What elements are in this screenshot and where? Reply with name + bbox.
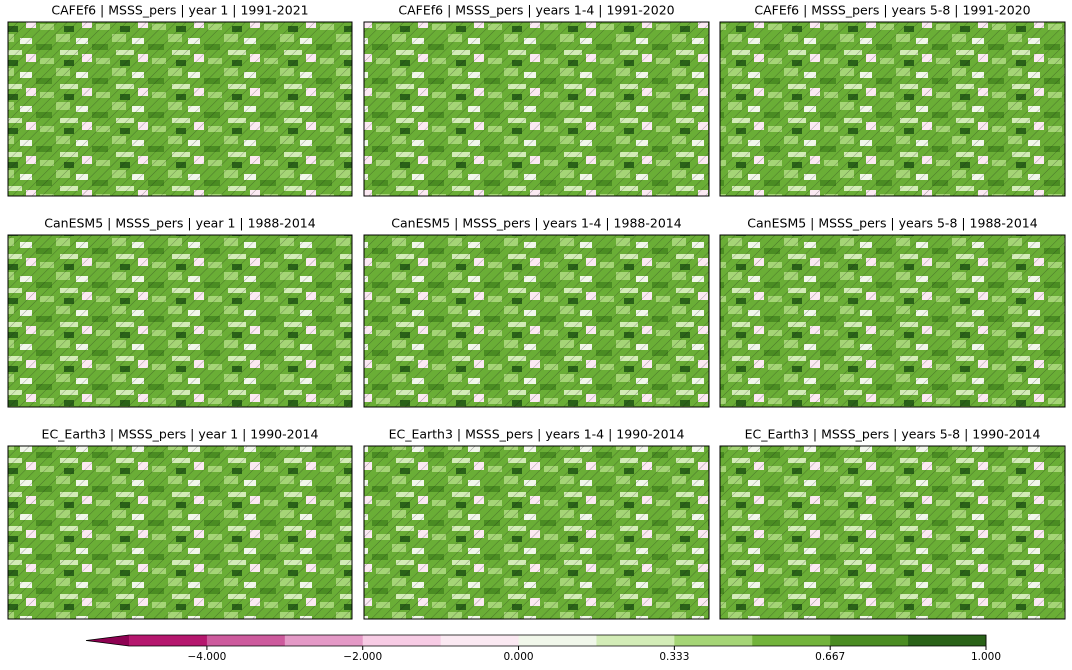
colorbar-segment <box>674 635 753 646</box>
colorbar-segment <box>440 635 520 646</box>
tick-label: −2.000 <box>343 651 382 663</box>
colorbar-outline <box>85 634 987 647</box>
significance-hatch <box>720 446 1065 619</box>
map-frame <box>719 234 1066 408</box>
colorbar-segment <box>284 635 364 646</box>
tick-label: −4.000 <box>187 651 226 663</box>
map-frame <box>719 445 1066 620</box>
colorbar-segment <box>752 635 831 646</box>
map-frame <box>7 445 353 620</box>
tick-label: 0.000 <box>504 651 534 663</box>
panel-title: CAFEf6 | MSSS_pers | year 1 | 1991-2021 <box>51 3 308 18</box>
significance-hatch <box>364 22 709 196</box>
colorbar-extend <box>86 635 129 646</box>
panel-title: CAFEf6 | MSSS_pers | years 5-8 | 1991-20… <box>754 3 1030 18</box>
colorbar-segment <box>830 635 909 646</box>
significance-hatch <box>720 22 1065 196</box>
colorbar-segment <box>206 635 286 646</box>
colorbar-segment <box>908 635 987 646</box>
map-frame <box>363 21 710 197</box>
significance-hatch <box>8 22 352 196</box>
map-frame <box>7 234 353 408</box>
significance-hatch <box>8 235 352 407</box>
map-frame <box>363 234 710 408</box>
colorbar-segment <box>362 635 442 646</box>
tick-label: 0.667 <box>815 651 845 663</box>
map-frame <box>719 21 1066 197</box>
panel-title: CanESM5 | MSSS_pers | years 5-8 | 1988-2… <box>747 216 1037 231</box>
colorbar-segment <box>518 635 597 646</box>
map-frame <box>363 445 710 620</box>
significance-hatch <box>364 446 709 619</box>
panel-title: EC_Earth3 | MSSS_pers | years 1-4 | 1990… <box>389 427 685 442</box>
panels: CAFEf6 | MSSS_pers | year 1 | 1991-2021 C… <box>7 3 1066 620</box>
panel-title: EC_Earth3 | MSSS_pers | years 5-8 | 1990… <box>745 427 1041 442</box>
significance-hatch <box>364 235 709 407</box>
colorbar-segment <box>129 635 208 646</box>
tick-label: 0.333 <box>659 651 689 663</box>
significance-hatch <box>8 446 352 619</box>
tick-label: 1.000 <box>971 651 1001 663</box>
colorbar: −4.000 −2.000 0.000 0.333 0.667 1.000 <box>85 634 1001 663</box>
panel-title: CAFEf6 | MSSS_pers | years 1-4 | 1991-20… <box>398 3 674 18</box>
panel-title: CanESM5 | MSSS_pers | years 1-4 | 1988-2… <box>391 216 681 231</box>
colorbar-segment <box>596 635 675 646</box>
significance-hatch <box>720 235 1065 407</box>
panel-title: EC_Earth3 | MSSS_pers | year 1 | 1990-20… <box>42 427 319 442</box>
map-frame <box>7 21 353 197</box>
panel-title: CanESM5 | MSSS_pers | year 1 | 1988-2014 <box>44 216 315 231</box>
